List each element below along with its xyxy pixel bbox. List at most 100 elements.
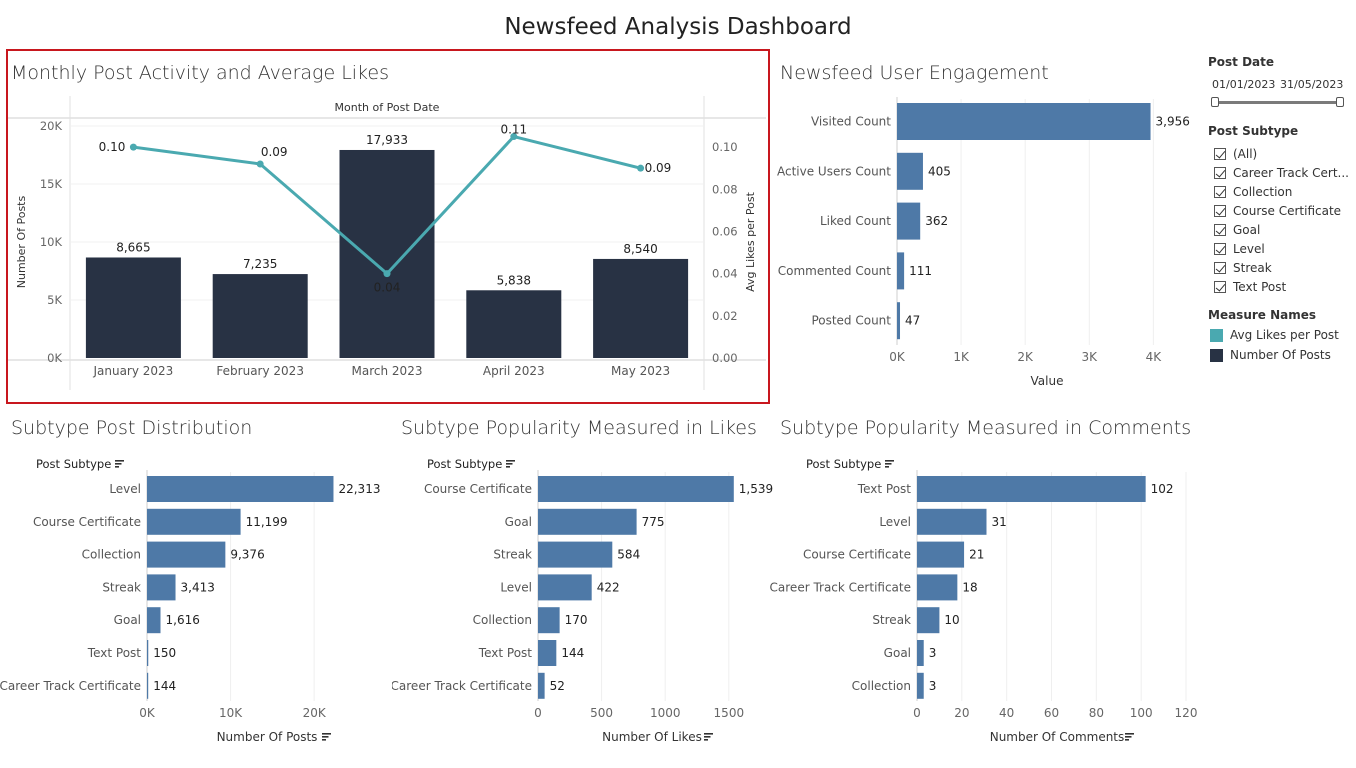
bar-value-label: 3,956 <box>1156 115 1190 129</box>
subtype-checkbox-text-post[interactable]: Text Post <box>1214 277 1354 296</box>
checkbox-checked-icon[interactable] <box>1214 204 1226 217</box>
checkbox-checked-icon[interactable] <box>1214 166 1226 179</box>
bar-streak <box>917 607 940 634</box>
bar-level <box>538 574 592 601</box>
bar-value-label: 31 <box>991 515 1006 529</box>
panel-title-likes: Subtype Popularity Measured in Likes <box>401 417 757 439</box>
bar-course-certificate <box>917 541 965 568</box>
date-range-end-handle[interactable] <box>1336 97 1344 107</box>
field-label-post-subtype: Post Subtype <box>36 457 111 471</box>
avg-likes-label: 0.04 <box>374 281 401 295</box>
category-label: Career Track Certificate <box>0 679 141 693</box>
bar-collection <box>917 672 924 699</box>
distribution-bar-chart[interactable]: Post Subtype 0K 10K 20K Level 22,313 Course Ce… <box>0 450 392 755</box>
bar-value-label: 422 <box>597 580 620 594</box>
bar-value-label: 170 <box>565 613 588 627</box>
engagement-bar-chart[interactable]: 0K 1K 2K 3K 4K Visited Count 3,956 Active Users… <box>775 92 1195 397</box>
subtype-checkbox-collection[interactable]: Collection <box>1214 182 1354 201</box>
bar-text-post <box>538 640 557 666</box>
bar-level <box>917 508 987 535</box>
subtype-checkbox-goal[interactable]: Goal <box>1214 220 1354 239</box>
category-label: Active Users Count <box>777 164 891 178</box>
category-label: Goal <box>505 515 532 529</box>
y2-tick-label: 0.06 <box>712 224 738 238</box>
x-tick-label: 40 <box>999 706 1014 720</box>
category-label: Streak <box>102 580 141 594</box>
measure-names-legend-label: Measure Names <box>1208 308 1317 322</box>
checkbox-checked-icon[interactable] <box>1214 261 1226 274</box>
x-tick-label: 4K <box>1146 350 1163 364</box>
bar-march-2023 <box>339 149 435 358</box>
bar-value-label: 775 <box>642 515 665 529</box>
bar-collection <box>538 607 560 634</box>
bar-goal <box>917 640 924 666</box>
avg-likes-label: 0.09 <box>261 145 288 159</box>
sort-icon <box>506 466 510 468</box>
bar-active-users-count <box>897 152 923 190</box>
x-tick-label: 0K <box>889 350 906 364</box>
bar-value-label: 102 <box>1151 482 1174 496</box>
bar-value-label: 362 <box>925 214 948 228</box>
y-axis-title: Number Of Posts <box>15 196 28 289</box>
checkbox-checked-icon[interactable] <box>1214 242 1226 255</box>
checkbox-checked-icon[interactable] <box>1214 147 1226 160</box>
category-label: Level <box>879 515 911 529</box>
checkbox-checked-icon[interactable] <box>1214 223 1226 236</box>
sort-icon <box>115 460 124 462</box>
sort-icon <box>115 463 122 465</box>
subtype-checkbox-course-certificate[interactable]: Course Certificate <box>1214 201 1354 220</box>
y2-tick-label: 0.04 <box>712 267 738 281</box>
avg-likes-label: 0.10 <box>99 140 126 154</box>
x-tick-label: 1K <box>953 350 970 364</box>
x-tick-label: 500 <box>590 706 613 720</box>
legend-item-avg-likes[interactable]: Avg Likes per Post <box>1210 325 1339 345</box>
bar-value-label: 1,616 <box>166 613 200 627</box>
dashboard-title: Newsfeed Analysis Dashboard <box>504 14 852 40</box>
selected-panel-outline <box>6 49 770 404</box>
category-label: Streak <box>493 548 532 562</box>
bar-value-label: 3,413 <box>181 580 215 594</box>
monthly-combo-chart[interactable]: Month of Post Date 0K 5K 10K 15K 20K 0.00 0.02 0… <box>8 90 768 395</box>
y-tick-label: 20K <box>40 119 63 133</box>
category-label: Posted Count <box>811 314 891 328</box>
sort-icon <box>704 739 708 741</box>
checkbox-checked-icon[interactable] <box>1214 185 1226 198</box>
subtype-checkbox-career-track[interactable]: Career Track Cert... <box>1214 163 1354 182</box>
category-label: Goal <box>884 646 911 660</box>
category-label: Commented Count <box>778 264 892 278</box>
subtype-checkbox-level[interactable]: Level <box>1214 239 1354 258</box>
column-header-month: Month of Post Date <box>335 101 440 114</box>
subtype-checkbox-streak[interactable]: Streak <box>1214 258 1354 277</box>
y2-axis-title: Avg Likes per Post <box>744 191 757 291</box>
post-subtype-filter-label: Post Subtype <box>1208 124 1299 138</box>
checkbox-checked-icon[interactable] <box>1214 280 1226 293</box>
bar-value-label: 144 <box>561 646 584 660</box>
likes-bar-chart[interactable]: Post Subtype 0 500 1000 1500 Course Certifica… <box>392 450 777 755</box>
x-tick-label: 2K <box>1017 350 1034 364</box>
bar-value-label: 52 <box>550 679 565 693</box>
date-range-start-handle[interactable] <box>1211 97 1219 107</box>
x-axis-title: Number Of Comments <box>990 730 1125 744</box>
date-start[interactable]: 01/01/2023 <box>1212 78 1276 91</box>
x-tick-label: 1000 <box>650 706 681 720</box>
panel-title-monthly: Monthly Post Activity and Average Likes <box>11 62 389 84</box>
date-end[interactable]: 31/05/2023 <box>1280 78 1344 91</box>
x-tick-label: 120 <box>1175 706 1198 720</box>
sort-icon <box>506 460 515 462</box>
x-tick-label: 0 <box>534 706 542 720</box>
bar-goal <box>538 508 637 535</box>
panel-title-engagement: Newsfeed User Engagement <box>780 62 1049 84</box>
bar-text-post <box>917 476 1146 502</box>
sort-icon <box>322 736 329 738</box>
avg-likes-point <box>637 164 645 172</box>
legend-item-number-of-posts[interactable]: Number Of Posts <box>1210 345 1339 365</box>
category-label: Level <box>500 580 532 594</box>
panel-title-distribution: Subtype Post Distribution <box>11 417 253 439</box>
comments-bar-chart[interactable]: Post Subtype 0 20 40 60 80 100 120 Text Post 102 L… <box>770 450 1200 755</box>
x-tick-label: May 2023 <box>611 364 670 378</box>
category-label: Streak <box>872 613 911 627</box>
subtype-checkbox-all[interactable]: (All) <box>1214 144 1354 163</box>
sort-icon <box>115 466 119 468</box>
x-tick-label: 0K <box>139 706 156 720</box>
sort-icon <box>322 733 331 735</box>
